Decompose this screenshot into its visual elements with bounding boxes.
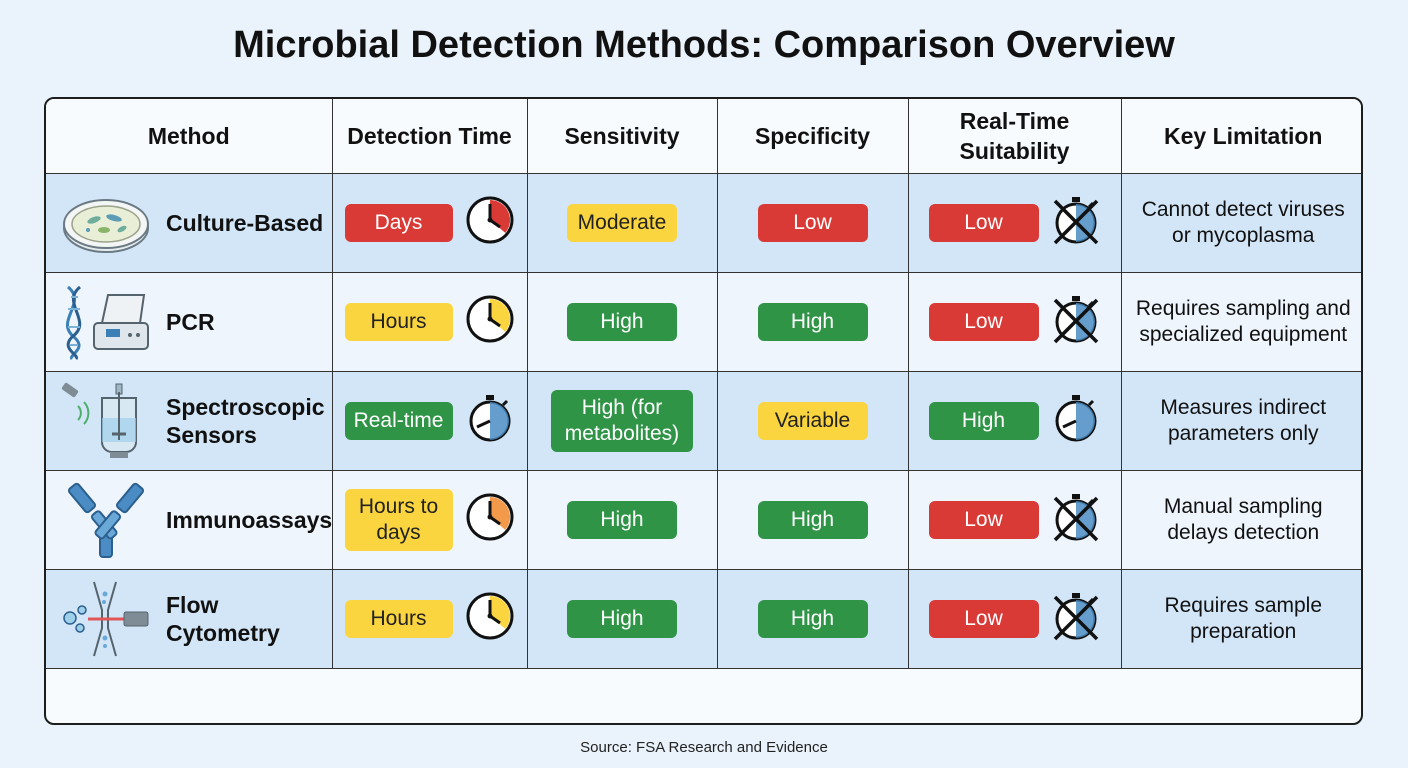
dna-pcr-machine-icon <box>58 283 154 361</box>
specificity-badge: High <box>757 302 868 341</box>
specificity-cell: Variable <box>717 371 909 471</box>
method-cell: Flow Cytometry <box>46 569 333 669</box>
clock-yellow-icon <box>465 591 515 646</box>
header-method: Method <box>46 99 333 174</box>
real-time-cell: Low <box>908 569 1122 669</box>
key-limitation-text: Measures indirect parameters only <box>1160 395 1327 445</box>
flow-cell-icon <box>58 580 154 658</box>
sensitivity-badge: Moderate <box>567 203 677 242</box>
sensitivity-badge: High <box>567 302 677 341</box>
petri-dish-icon <box>58 184 154 262</box>
stopwatch-crossed-icon <box>1051 294 1101 349</box>
stopwatch-crossed-icon <box>1051 492 1101 547</box>
clock-orange-icon <box>465 492 515 547</box>
comparison-table: Method Detection Time Sensitivity Specif… <box>46 99 1361 669</box>
table-row: Flow Cytometry Hours High High Low Requi… <box>46 569 1361 669</box>
header-specificity: Specificity <box>717 99 909 174</box>
key-limitation-cell: Requires sampling and specialized equipm… <box>1121 272 1361 372</box>
sensitivity-cell: High <box>527 272 718 372</box>
method-name: Spectroscopic Sensors <box>166 393 325 448</box>
key-limitation-cell: Requires sample preparation <box>1121 569 1361 669</box>
specificity-cell: High <box>717 569 909 669</box>
header-detection-time: Detection Time <box>332 99 528 174</box>
real-time-badge: High <box>928 401 1039 440</box>
specificity-cell: High <box>717 470 909 570</box>
key-limitation-cell: Manual sampling delays detection <box>1121 470 1361 570</box>
detection-time-cell: Hours to days <box>332 470 528 570</box>
real-time-cell: Low <box>908 173 1122 273</box>
sensitivity-badge: High (for metabolites) <box>551 389 693 452</box>
sensitivity-badge: High <box>567 500 677 539</box>
stopwatch-crossed-icon <box>1051 591 1101 646</box>
sensitivity-cell: High <box>527 470 718 570</box>
key-limitation-cell: Measures indirect parameters only <box>1121 371 1361 471</box>
key-limitation-cell: Cannot detect viruses or mycoplasma <box>1121 173 1361 273</box>
key-limitation-text: Requires sample preparation <box>1164 593 1323 643</box>
stopwatch-icon <box>465 393 515 448</box>
sensitivity-cell: Moderate <box>527 173 718 273</box>
specificity-badge: High <box>757 500 868 539</box>
stopwatch-icon <box>1051 393 1101 448</box>
clock-yellow-icon <box>465 294 515 349</box>
real-time-badge: Low <box>928 500 1039 539</box>
real-time-badge: Low <box>928 599 1039 638</box>
sensitivity-badge: High <box>567 599 677 638</box>
real-time-badge: Low <box>928 203 1039 242</box>
table-row: Immunoassays Hours to days High High Low… <box>46 470 1361 570</box>
key-limitation-text: Cannot detect viruses or mycoplasma <box>1141 197 1345 247</box>
page-title: Microbial Detection Methods: Comparison … <box>233 24 1175 66</box>
specificity-badge: High <box>757 599 868 638</box>
method-name: PCR <box>166 308 215 335</box>
real-time-badge: Low <box>928 302 1039 341</box>
real-time-cell: Low <box>908 470 1122 570</box>
method-cell: Culture-Based <box>46 173 333 273</box>
real-time-cell: Low <box>908 272 1122 372</box>
specificity-badge: Low <box>757 203 868 242</box>
table-row: Spectroscopic Sensors Real-time High (fo… <box>46 371 1361 471</box>
table-row: PCR Hours High High Low Requires samplin… <box>46 272 1361 372</box>
detection-time-badge: Hours <box>344 302 453 341</box>
detection-time-badge: Real-time <box>344 401 453 440</box>
header-real-time-suitability: Real-Time Suitability <box>908 99 1122 174</box>
method-cell: Spectroscopic Sensors <box>46 371 333 471</box>
method-name: Culture-Based <box>166 209 324 236</box>
detection-time-cell: Days <box>332 173 528 273</box>
key-limitation-text: Manual sampling delays detection <box>1163 494 1323 544</box>
antibody-icon <box>58 481 154 559</box>
method-name: Flow Cytometry <box>166 591 280 646</box>
specificity-badge: Variable <box>757 401 868 440</box>
header-sensitivity: Sensitivity <box>527 99 718 174</box>
source-note: Source: FSA Research and Evidence <box>580 739 828 756</box>
bioreactor-sensor-icon <box>58 382 154 460</box>
detection-time-badge: Hours to days <box>344 488 453 551</box>
specificity-cell: High <box>717 272 909 372</box>
comparison-table-frame: Method Detection Time Sensitivity Specif… <box>44 97 1363 725</box>
detection-time-badge: Days <box>344 203 453 242</box>
detection-time-cell: Real-time <box>332 371 528 471</box>
specificity-cell: Low <box>717 173 909 273</box>
detection-time-badge: Hours <box>344 599 453 638</box>
stopwatch-crossed-icon <box>1051 195 1101 250</box>
header-key-limitation: Key Limitation <box>1121 99 1361 174</box>
sensitivity-cell: High <box>527 569 718 669</box>
real-time-cell: High <box>908 371 1122 471</box>
method-cell: PCR <box>46 272 333 372</box>
header-row: Method Detection Time Sensitivity Specif… <box>46 99 1361 174</box>
method-name: Immunoassays <box>166 506 333 533</box>
key-limitation-text: Requires sampling and specialized equipm… <box>1135 296 1351 346</box>
detection-time-cell: Hours <box>332 272 528 372</box>
detection-time-cell: Hours <box>332 569 528 669</box>
table-row: Culture-Based Days Moderate Low Low Cann… <box>46 173 1361 273</box>
method-cell: Immunoassays <box>46 470 333 570</box>
sensitivity-cell: High (for metabolites) <box>527 371 718 471</box>
clock-red-icon <box>465 195 515 250</box>
